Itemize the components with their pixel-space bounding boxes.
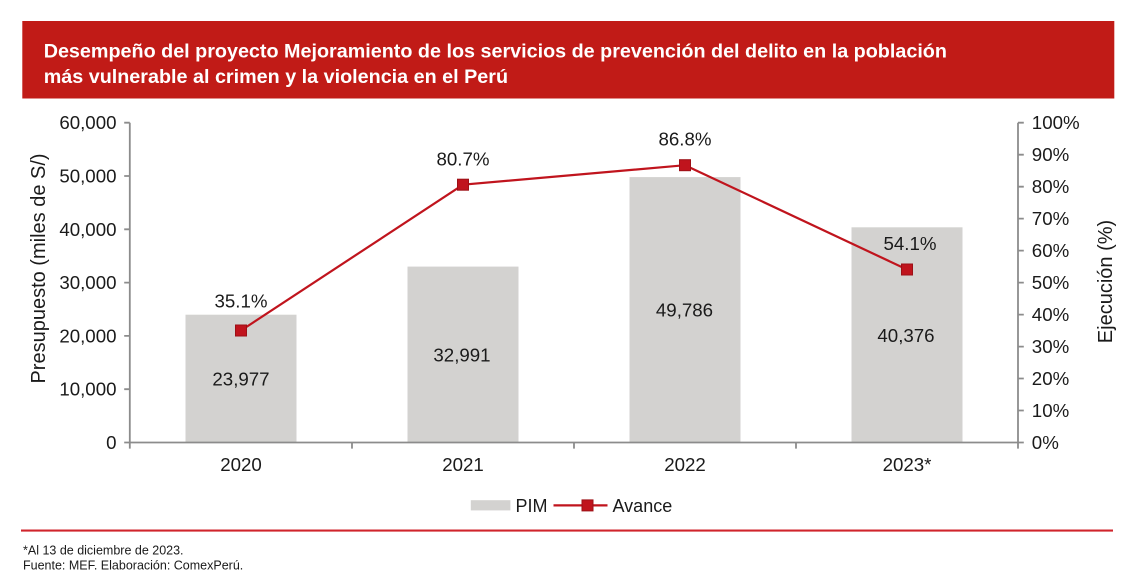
- svg-text:Avance: Avance: [613, 496, 673, 516]
- svg-text:50,000: 50,000: [59, 166, 116, 187]
- svg-text:Desempeño del proyecto Mejoram: Desempeño del proyecto Mejoramiento de l…: [44, 41, 947, 63]
- svg-text:Fuente: MEF. Elaboración: Come: Fuente: MEF. Elaboración: ComexPerú.: [23, 558, 243, 572]
- svg-text:*Al 13 de diciembre de 2023.: *Al 13 de diciembre de 2023.: [23, 543, 184, 557]
- svg-text:90%: 90%: [1032, 144, 1069, 165]
- svg-text:30%: 30%: [1032, 336, 1069, 357]
- svg-text:20,000: 20,000: [59, 325, 116, 346]
- svg-text:40,000: 40,000: [59, 219, 116, 240]
- svg-text:60,000: 60,000: [59, 112, 116, 133]
- svg-text:40,376: 40,376: [877, 325, 934, 346]
- svg-text:0%: 0%: [1032, 432, 1059, 453]
- svg-text:0: 0: [106, 432, 116, 453]
- svg-text:49,786: 49,786: [656, 300, 713, 321]
- svg-text:20%: 20%: [1032, 368, 1069, 389]
- svg-text:2020: 2020: [220, 454, 262, 475]
- svg-text:2022: 2022: [664, 454, 706, 475]
- svg-text:32,991: 32,991: [433, 344, 490, 365]
- svg-text:70%: 70%: [1032, 208, 1069, 229]
- svg-text:80%: 80%: [1032, 176, 1069, 197]
- svg-text:80.7%: 80.7%: [437, 148, 490, 169]
- svg-text:60%: 60%: [1032, 240, 1069, 261]
- svg-text:40%: 40%: [1032, 304, 1069, 325]
- svg-text:100%: 100%: [1032, 112, 1080, 133]
- svg-text:Presupuesto (miles de S/): Presupuesto (miles de S/): [28, 153, 50, 383]
- svg-text:50%: 50%: [1032, 272, 1069, 293]
- svg-text:2023*: 2023*: [883, 454, 932, 475]
- svg-text:más vulnerable al crimen y la: más vulnerable al crimen y la violencia …: [44, 66, 508, 88]
- svg-text:35.1%: 35.1%: [215, 291, 268, 312]
- svg-text:54.1%: 54.1%: [884, 233, 937, 254]
- svg-text:23,977: 23,977: [212, 369, 269, 390]
- svg-text:30,000: 30,000: [59, 272, 116, 293]
- svg-text:10%: 10%: [1032, 400, 1069, 421]
- svg-text:86.8%: 86.8%: [659, 129, 712, 150]
- svg-text:Ejecución (%): Ejecución (%): [1095, 220, 1117, 343]
- svg-text:2021: 2021: [442, 454, 484, 475]
- svg-text:10,000: 10,000: [59, 379, 116, 400]
- svg-text:PIM: PIM: [516, 496, 548, 516]
